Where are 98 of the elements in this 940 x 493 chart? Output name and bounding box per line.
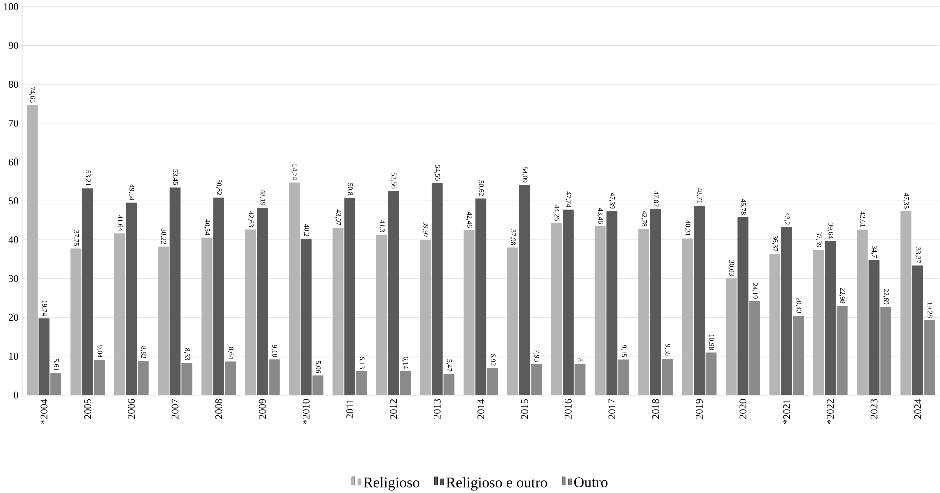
x-tick-label: 2008 xyxy=(216,399,222,419)
y-tick-label: 20 xyxy=(9,314,18,321)
bar xyxy=(606,211,618,396)
bar xyxy=(269,360,280,396)
bar xyxy=(726,278,737,396)
bar xyxy=(638,229,650,396)
bar xyxy=(781,227,792,396)
x-tick-label: 2007 xyxy=(172,399,179,419)
x-tick-label: *2021 xyxy=(783,399,790,424)
bar xyxy=(344,198,356,396)
bar xyxy=(825,241,836,396)
x-tick-label: 2023 xyxy=(870,399,878,419)
bar xyxy=(519,185,530,396)
x-tick-label: 2011 xyxy=(346,399,354,419)
bar xyxy=(289,182,300,396)
bar xyxy=(682,238,694,396)
bar xyxy=(924,320,936,396)
bar xyxy=(857,230,868,396)
x-tick-label: 2014 xyxy=(478,399,485,419)
bar xyxy=(551,223,562,396)
bar xyxy=(900,211,912,396)
y-tick-label: 100 xyxy=(4,3,18,10)
bar xyxy=(114,233,126,396)
bar xyxy=(770,254,781,396)
y-tick-label: 10 xyxy=(9,352,18,360)
y-tick-label: 70 xyxy=(9,120,18,127)
x-tick-label: 2017 xyxy=(608,399,616,419)
bar xyxy=(388,191,400,396)
x-tick-label: 2012 xyxy=(390,399,398,419)
bar xyxy=(312,376,324,396)
bar xyxy=(662,358,674,396)
y-tick-label: 0 xyxy=(14,392,18,399)
bar xyxy=(38,318,50,396)
y-tick-label: 80 xyxy=(8,81,18,88)
bar xyxy=(531,364,542,396)
x-tick-label: 2020 xyxy=(740,399,747,419)
bar xyxy=(650,209,662,396)
bar xyxy=(214,198,224,396)
bar xyxy=(332,228,344,396)
bar xyxy=(912,266,924,396)
y-tick-label: 60 xyxy=(8,158,18,166)
bar xyxy=(618,360,630,396)
bar xyxy=(694,206,705,396)
bar xyxy=(138,360,149,396)
x-tick-label: 2024 xyxy=(914,399,922,419)
legend-label: Religioso e outro xyxy=(446,477,548,491)
bar xyxy=(170,188,181,396)
bar xyxy=(245,230,256,396)
bar xyxy=(432,183,443,396)
bar xyxy=(400,371,411,396)
x-tick-label: 2006 xyxy=(128,399,136,419)
bar xyxy=(300,239,312,396)
bar xyxy=(202,238,213,396)
y-tick-label: 40 xyxy=(8,236,18,244)
x-tick-label: 2018 xyxy=(652,399,660,419)
bar xyxy=(574,364,586,396)
bar xyxy=(813,250,824,396)
x-tick-label: 2019 xyxy=(696,399,703,419)
bar xyxy=(27,105,38,396)
bar xyxy=(868,260,880,396)
bar xyxy=(158,246,169,396)
bar xyxy=(476,198,487,396)
x-tick-label: *2004 xyxy=(40,399,48,424)
bar xyxy=(487,368,498,396)
legend-label: Religioso xyxy=(364,477,420,491)
bar xyxy=(738,217,749,396)
bar xyxy=(420,240,432,396)
bar xyxy=(182,362,193,396)
bar xyxy=(94,360,106,396)
bar xyxy=(82,188,94,396)
x-tick-label: 2009 xyxy=(259,399,266,419)
bar xyxy=(793,316,804,396)
bar xyxy=(356,371,368,396)
legend-label: Outro xyxy=(574,477,608,488)
bar xyxy=(836,306,848,396)
x-tick-label: 2016 xyxy=(565,399,572,419)
x-tick-label: *2022 xyxy=(827,399,834,424)
bar xyxy=(594,226,606,396)
x-tick-label: 2015 xyxy=(521,399,528,419)
y-tick-label: 30 xyxy=(9,275,18,282)
bar xyxy=(257,208,268,396)
bar xyxy=(50,373,62,396)
bar xyxy=(706,352,717,396)
bar xyxy=(508,248,518,396)
y-tick-label: 50 xyxy=(9,198,18,204)
bar xyxy=(126,202,138,396)
x-tick-label: 2005 xyxy=(84,399,92,419)
x-tick-label: 2013 xyxy=(434,399,441,419)
bar xyxy=(750,301,760,396)
bar xyxy=(464,230,475,396)
bar xyxy=(563,210,574,396)
bar xyxy=(880,307,892,396)
bar xyxy=(70,248,82,396)
x-tick-label: *2010 xyxy=(302,399,310,424)
bar xyxy=(225,362,236,396)
bar xyxy=(444,374,455,396)
y-tick-label: 90 xyxy=(8,42,18,50)
bar xyxy=(376,234,388,396)
